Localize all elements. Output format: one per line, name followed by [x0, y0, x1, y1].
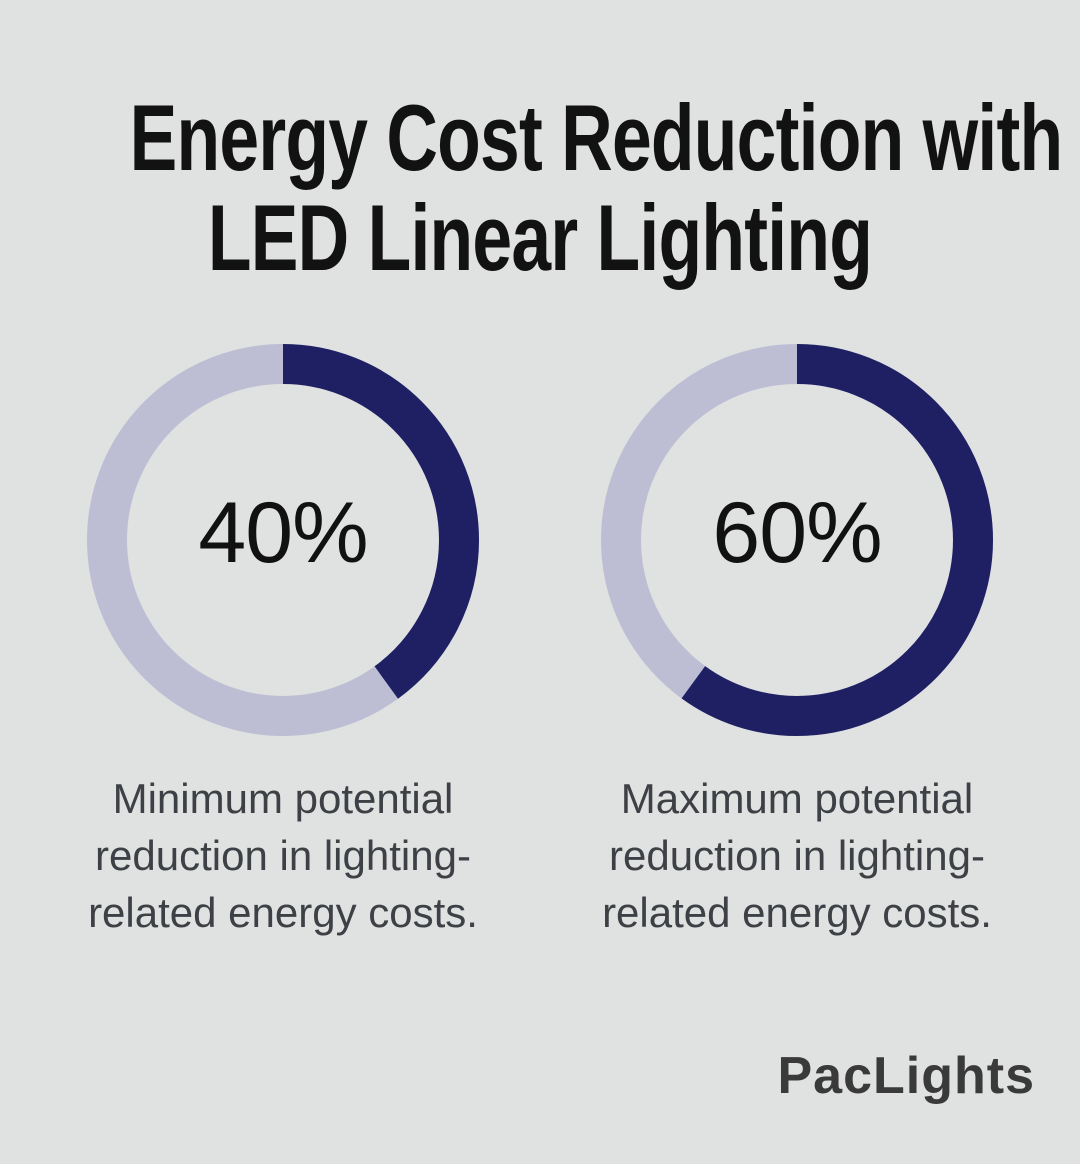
title-line-1: Energy Cost Reduction with — [129, 85, 1064, 190]
donut-value-arc — [601, 344, 993, 736]
donut-value-arc — [87, 344, 479, 736]
donut-percent-label: 40% — [198, 484, 368, 581]
chart-maximum-reduction: 60% Maximum potential reduction in light… — [597, 344, 997, 941]
chart-minimum-reduction: 40% Minimum potential reduction in light… — [83, 344, 483, 941]
donut-svg — [87, 344, 479, 736]
page-title: Energy Cost Reduction with LED Linear Li… — [0, 0, 1080, 288]
donut-chart-40: 40% — [87, 344, 479, 736]
charts-row: 40% Minimum potential reduction in light… — [0, 344, 1080, 941]
chart-caption: Maximum potential reduction in lighting-… — [602, 775, 992, 936]
title-line-2: LED Linear Lighting — [207, 185, 873, 290]
chart-caption: Minimum potential reduction in lighting-… — [88, 775, 478, 936]
donut-svg — [601, 344, 993, 736]
paclights-logo: PacLights — [777, 1047, 1035, 1105]
donut-percent-label: 60% — [712, 484, 882, 581]
donut-chart-60: 60% — [601, 344, 993, 736]
